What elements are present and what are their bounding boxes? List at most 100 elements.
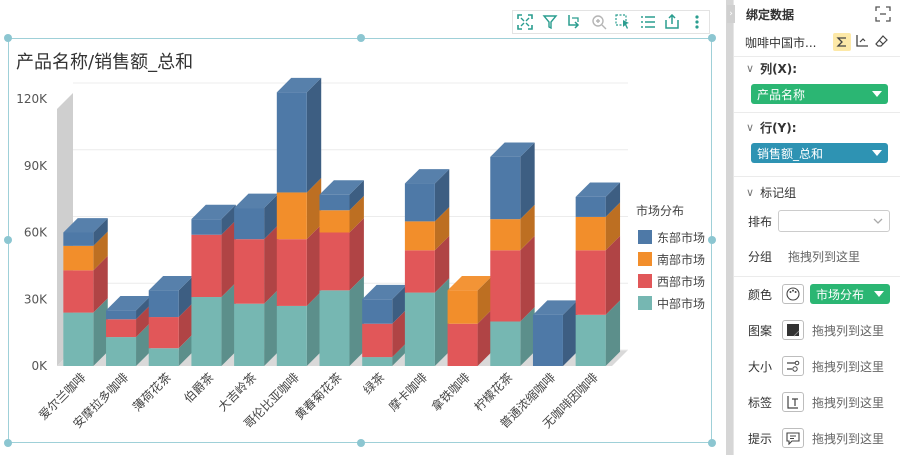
size-drop-zone[interactable]: 拖拽列到这里 (812, 359, 885, 374)
panel-scrollbar[interactable] (726, 0, 733, 455)
chevron-down-icon[interactable]: ∨ (746, 61, 755, 75)
bar-side (477, 309, 492, 366)
bar-side (136, 322, 151, 366)
chart-toolbar (512, 10, 710, 34)
bar-segment (106, 337, 137, 366)
export-icon[interactable] (663, 13, 681, 31)
bar-segment (362, 357, 393, 366)
bar-segment (276, 305, 307, 366)
filter-icon[interactable] (541, 13, 559, 31)
group-drop-zone[interactable]: 拖拽列到这里 (788, 249, 861, 264)
bar-segment (63, 232, 94, 246)
bar-side (306, 224, 322, 306)
bar-segment (404, 221, 435, 251)
bar-top (404, 169, 450, 184)
sum-icon[interactable] (833, 33, 851, 51)
chart-title: 产品名称/销售额_总和 (16, 52, 194, 73)
label-icon[interactable] (782, 392, 804, 412)
bar-side (434, 278, 450, 366)
bar-top (490, 142, 535, 157)
y-tick-label: 90K (24, 159, 48, 173)
bar-side (349, 218, 364, 291)
bar-top (191, 204, 236, 220)
fullscreen-icon[interactable] (516, 13, 534, 31)
rows-label: 行(Y): (760, 120, 797, 135)
color-row: 颜色 市场分布 (748, 283, 890, 305)
bar-segment (404, 292, 435, 366)
bar-side (520, 142, 535, 220)
resize-handle-b[interactable] (357, 439, 365, 447)
group-label: 分组 (748, 249, 773, 264)
legend-swatch (638, 274, 652, 288)
layout-label: 排布 (748, 214, 773, 229)
resize-handle-l[interactable] (4, 236, 12, 244)
bar-segment (234, 208, 265, 240)
color-field-pill[interactable]: 市场分布 (810, 284, 890, 304)
size-icon[interactable] (782, 356, 804, 376)
bar-side (178, 275, 194, 318)
axis-icon[interactable] (855, 34, 869, 51)
resize-handle-bl[interactable] (4, 439, 12, 447)
pattern-drop-zone[interactable]: 拖拽列到这里 (812, 323, 885, 338)
caret-down-icon[interactable] (872, 91, 882, 97)
list-icon[interactable] (639, 13, 657, 31)
rows-label-row: ∨ 行(Y): (746, 119, 797, 135)
legend-title: 市场分布 (636, 203, 684, 218)
x-tick-label: 薄荷花茶 (129, 370, 174, 415)
bar-side (434, 206, 450, 251)
caret-down-icon[interactable] (874, 291, 884, 297)
bar-side (605, 235, 621, 315)
bar-segment (234, 239, 265, 304)
pattern-icon[interactable] (782, 320, 804, 340)
bar-segment (362, 323, 393, 358)
bar-segment (191, 297, 222, 366)
chevron-down-icon[interactable]: ∨ (746, 185, 755, 199)
resize-handle-tr[interactable] (708, 34, 716, 42)
bar-segment (447, 290, 478, 324)
bar-side (264, 224, 279, 304)
bar-top (575, 182, 621, 197)
dataset-name[interactable]: 咖啡中国市... (745, 35, 817, 50)
bar-segment (490, 250, 521, 322)
legend-item: 西部市场 (657, 274, 705, 289)
legend-item: 中部市场 (657, 296, 705, 311)
bar-side (434, 235, 450, 293)
resize-handle-tl[interactable] (4, 34, 12, 42)
bar-segment (276, 92, 307, 193)
bar-side (306, 291, 322, 366)
bar-side (434, 169, 450, 222)
resize-handle-r[interactable] (708, 236, 716, 244)
tooltip-drop-zone[interactable]: 拖拽列到这里 (812, 431, 885, 446)
color-field: 市场分布 (816, 287, 865, 302)
tooltip-icon[interactable] (782, 428, 804, 448)
zoom-icon[interactable] (590, 13, 608, 31)
columns-field: 产品名称 (757, 87, 806, 102)
more-icon[interactable] (688, 13, 706, 31)
swap-icon[interactable] (875, 6, 891, 25)
rows-field-pill[interactable]: 销售额_总和 (751, 143, 888, 163)
select-icon[interactable] (614, 13, 632, 31)
bar-side (93, 298, 108, 366)
bar-segment (404, 250, 435, 293)
drill-icon[interactable] (565, 13, 583, 31)
palette-icon[interactable] (782, 284, 804, 304)
columns-field-pill[interactable]: 产品名称 (751, 84, 888, 104)
bar-segment (362, 299, 393, 324)
caret-down-icon[interactable] (872, 150, 882, 156)
x-tick-label: 柠檬花茶 (471, 370, 516, 415)
chart-area: 产品名称/销售额_总和 0K 30K 60K 90K 120K 爱尔兰咖啡 安摩拉多咖啡 薄荷… (4, 10, 716, 447)
bar-side (178, 333, 194, 366)
bar-side (605, 202, 621, 251)
chevron-down-icon[interactable]: ∨ (746, 120, 755, 134)
eraser-icon[interactable] (875, 34, 889, 51)
resize-handle-t[interactable] (357, 34, 365, 42)
tag-drop-zone[interactable]: 拖拽列到这里 (812, 395, 885, 410)
collapse-icon[interactable]: › (727, 5, 735, 23)
bar-top (63, 218, 108, 233)
bar-top (276, 77, 322, 93)
bar-segment (63, 270, 94, 313)
bar-top (532, 300, 578, 315)
resize-handle-br[interactable] (708, 439, 716, 447)
bar-side (221, 220, 236, 298)
layout-select[interactable] (778, 210, 890, 232)
